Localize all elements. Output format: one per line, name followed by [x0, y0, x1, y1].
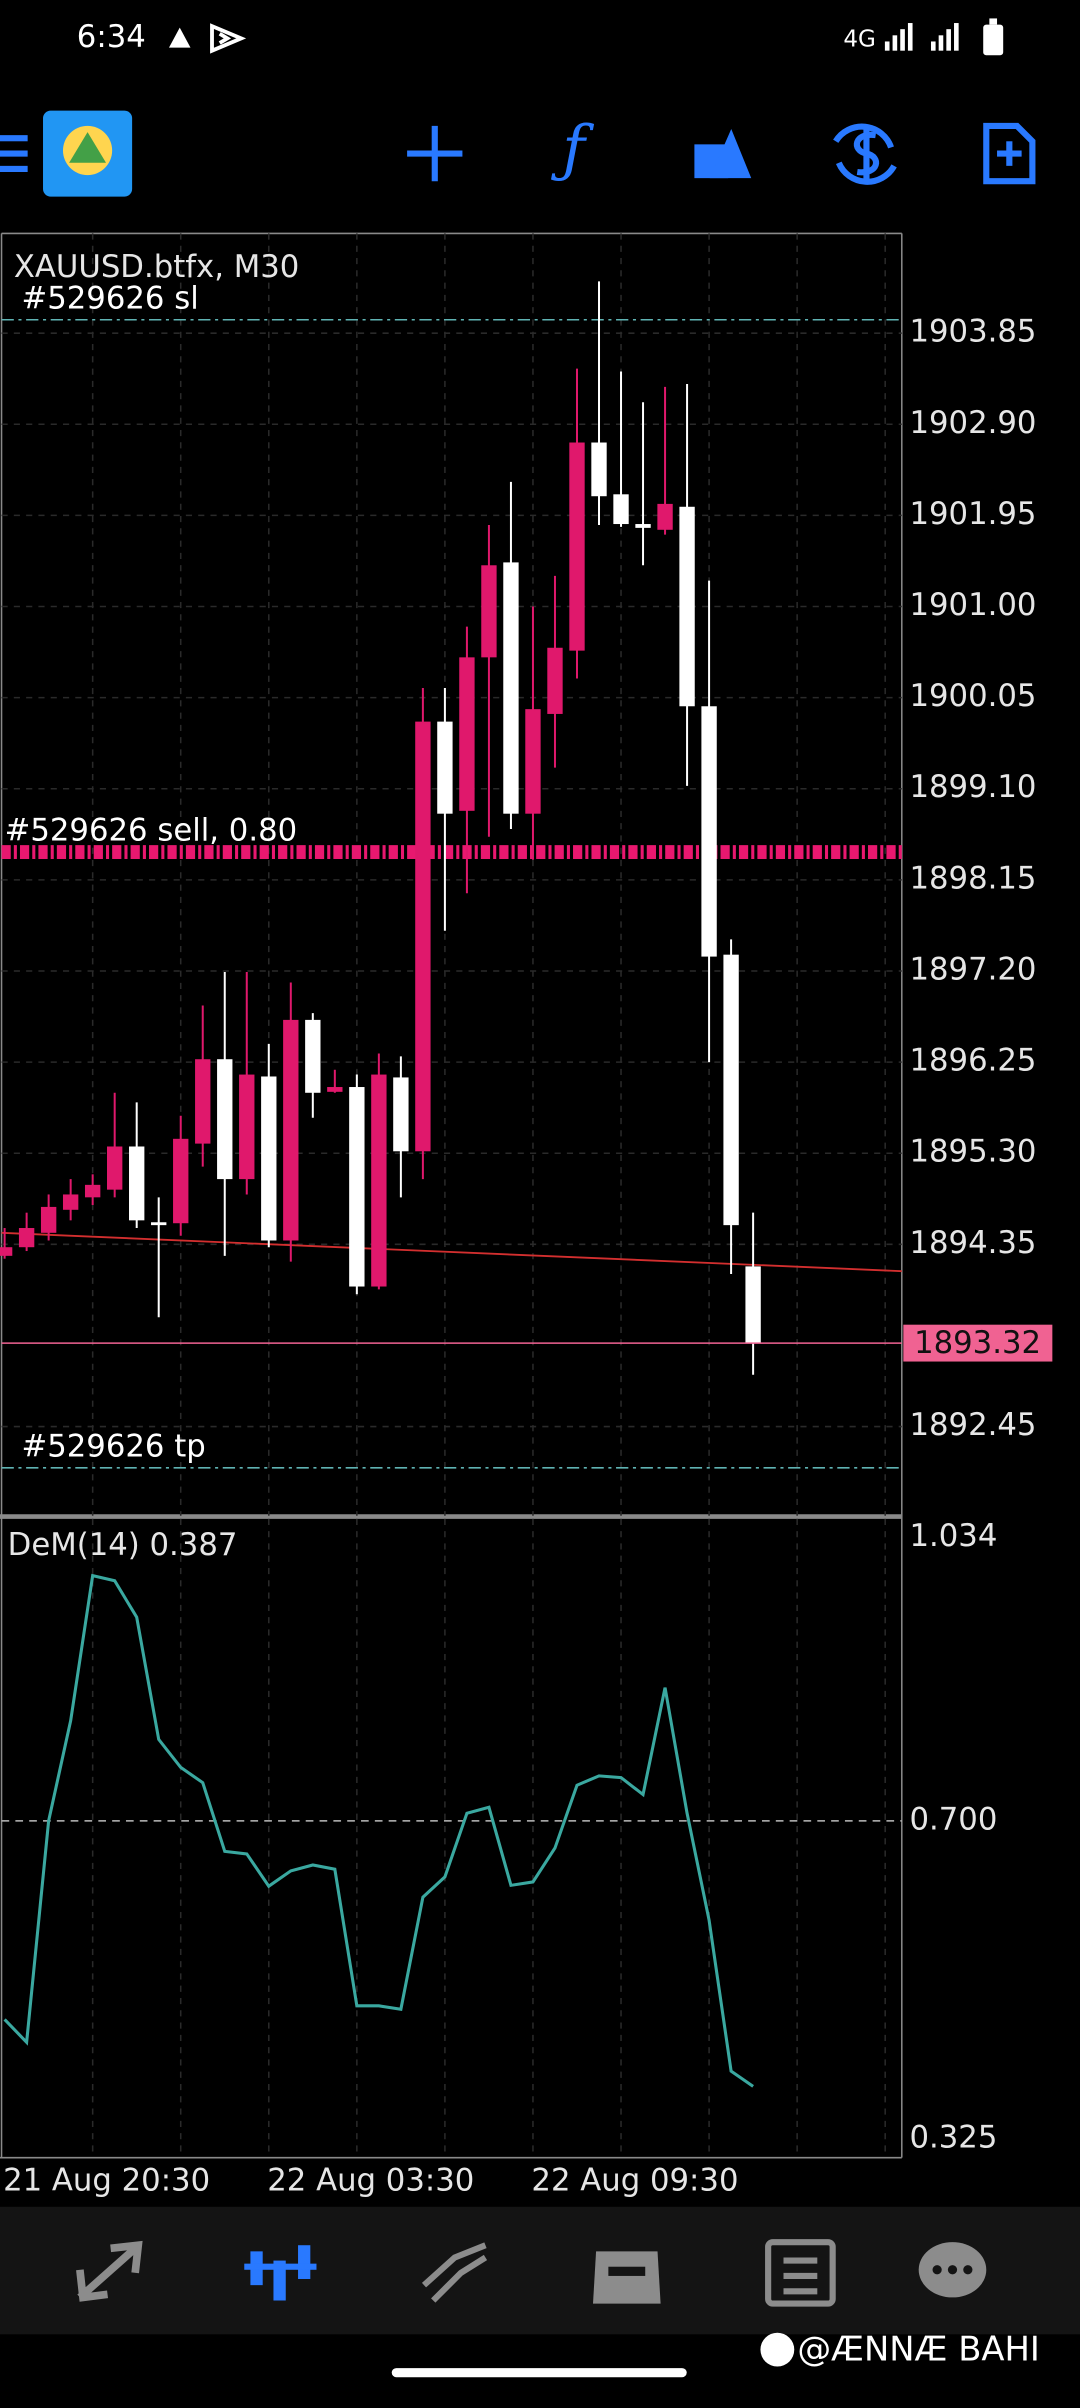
- candle-body: [217, 1059, 233, 1180]
- watermark: @ÆNNÆ BAHI: [797, 2330, 1040, 2369]
- candle-body: [195, 1059, 211, 1144]
- x-tick-label: 22 Aug 03:30: [267, 2163, 474, 2199]
- chart-title: XAUUSD.btfx, M30: [14, 249, 300, 285]
- order-level-label: #529626 tp: [22, 1428, 206, 1464]
- candle-body: [40, 1206, 57, 1233]
- y-tick-label: 1901.00: [909, 587, 1036, 623]
- order-level-label: #529626 sell, 0.80: [5, 813, 298, 849]
- candle-body: [657, 503, 673, 530]
- candle-body: [283, 1019, 299, 1241]
- candle-body: [173, 1138, 189, 1224]
- candle-body: [701, 706, 717, 957]
- order-level-label: #529626 sl: [22, 280, 199, 316]
- y-tick-label: 1892.45: [909, 1407, 1036, 1443]
- candle-body: [107, 1146, 123, 1190]
- candle-body: [349, 1087, 365, 1287]
- bottom-nav: [0, 2206, 1080, 2335]
- y-tick-label: 1899.10: [909, 769, 1036, 805]
- chart-title: DeM(14) 0.387: [8, 1527, 238, 1563]
- y-tick-label: 1898.15: [909, 860, 1036, 896]
- candle-body: [151, 1222, 167, 1226]
- app-icon[interactable]: [43, 110, 133, 197]
- candle-body: [371, 1074, 387, 1287]
- candle-body: [503, 562, 519, 814]
- y-tick-label: 1902.90: [909, 405, 1036, 441]
- candle-body: [415, 721, 431, 1152]
- alert-icon: [168, 27, 191, 48]
- candle-body: [305, 1019, 321, 1093]
- crosshair-button[interactable]: [407, 125, 463, 182]
- new-order-button[interactable]: [983, 122, 1036, 185]
- y-tick-label: 1897.20: [909, 951, 1036, 987]
- chart-layer: 1903.85 1902.90 1901.95 1901.00 1900.05 1899.…: [0, 233, 1053, 2199]
- signal-icons: [884, 18, 1004, 56]
- candle-body: [481, 565, 497, 658]
- current-price-tag: [903, 1324, 1053, 1362]
- candle-body: [547, 647, 563, 714]
- y-tick-label: 1895.30: [909, 1134, 1036, 1170]
- facebook-icon: [760, 2332, 795, 2367]
- indicator-line: [3, 1573, 754, 2088]
- y-tick-label: 1.034: [909, 1518, 997, 1554]
- chart-frame: [0, 232, 903, 2159]
- candle-body: [525, 709, 541, 814]
- trade-tab[interactable]: [421, 2242, 488, 2303]
- candle-body: [239, 1074, 255, 1180]
- y-tick-label: 1894.35: [909, 1225, 1036, 1261]
- current-price-label: 1893.32: [914, 1325, 1041, 1361]
- candle-body: [0, 1247, 13, 1256]
- menu-button[interactable]: [0, 135, 28, 172]
- y-tick-label: 0.700: [909, 1801, 997, 1837]
- quotes-tab[interactable]: [76, 2240, 143, 2302]
- y-tick-label: 1900.05: [909, 678, 1036, 714]
- candle-body: [393, 1077, 409, 1152]
- objects-button[interactable]: [694, 129, 752, 179]
- trendline: [1, 1231, 902, 1273]
- y-tick-label: 1903.85: [909, 314, 1036, 350]
- candle-body: [84, 1184, 101, 1198]
- candle-body: [261, 1076, 277, 1241]
- trade-button[interactable]: [833, 123, 897, 185]
- candle-body: [129, 1146, 145, 1221]
- history-tab[interactable]: [593, 2251, 661, 2304]
- candle-body: [723, 954, 739, 1226]
- candle-body: [62, 1194, 79, 1210]
- news-tab[interactable]: [765, 2239, 836, 2307]
- messages-tab[interactable]: [918, 2242, 987, 2298]
- gesture-bar: [391, 2368, 687, 2378]
- status-network: 4G: [843, 26, 875, 52]
- y-tick-label: 0.325: [909, 2120, 997, 2156]
- candle-body: [613, 494, 629, 525]
- candle-body: [569, 442, 585, 651]
- y-tick-label: 1896.25: [909, 1043, 1036, 1079]
- candle-body: [18, 1228, 35, 1248]
- candle-body: [745, 1266, 761, 1344]
- candle-body: [679, 506, 695, 707]
- y-tick-label: 1901.95: [909, 496, 1036, 532]
- candle-body: [635, 524, 651, 528]
- status-time: 6:34: [77, 19, 146, 55]
- x-tick-label: 22 Aug 09:30: [531, 2163, 738, 2199]
- candle-body: [437, 721, 453, 814]
- x-tick-label: 21 Aug 20:30: [3, 2163, 210, 2199]
- candle-body: [591, 442, 607, 497]
- play-icon: [210, 23, 247, 54]
- candle-body: [459, 657, 475, 811]
- chart-tab[interactable]: [244, 2245, 317, 2301]
- candle-body: [327, 1087, 343, 1092]
